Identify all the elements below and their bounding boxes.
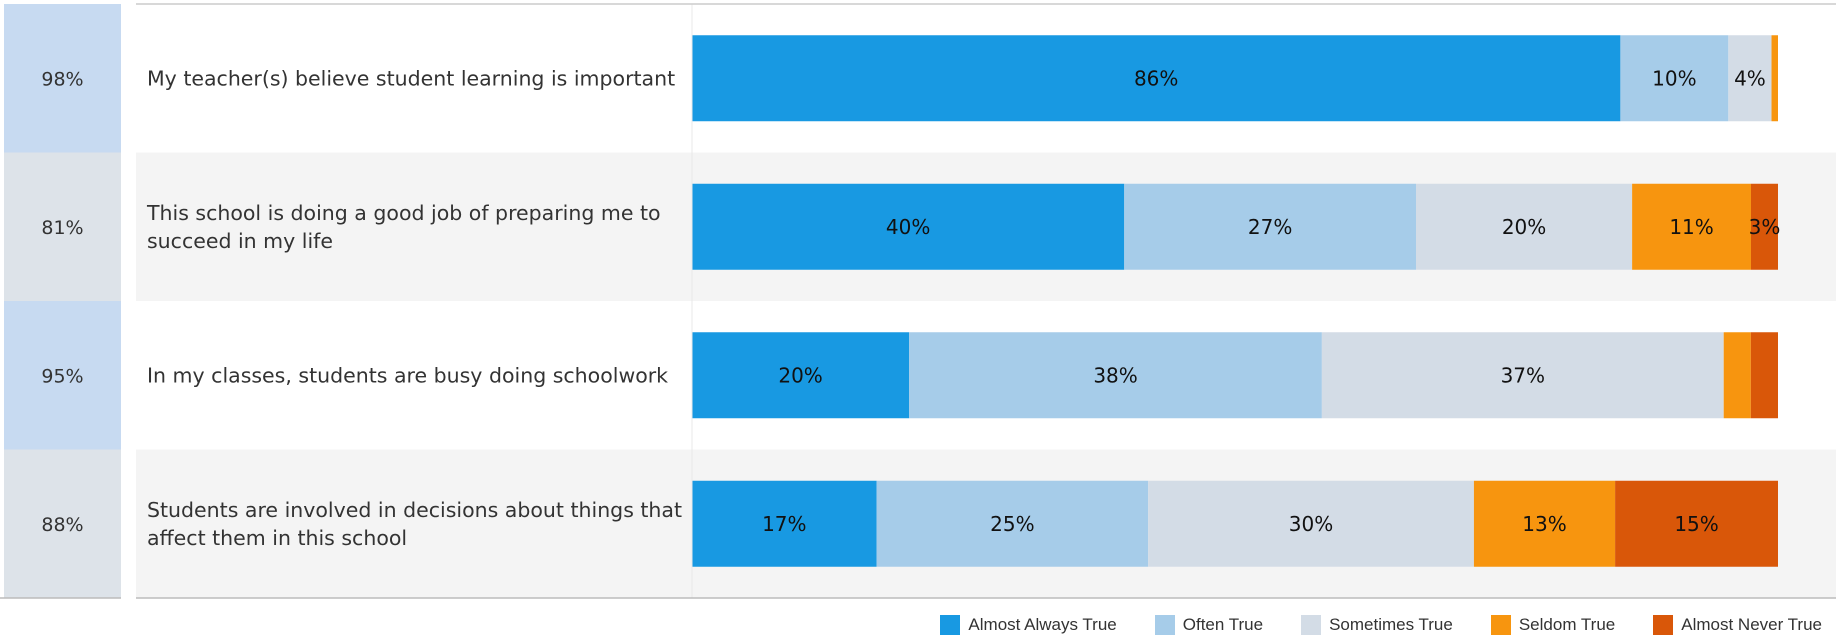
bar-segment (692, 35, 1621, 122)
legend-swatch (1301, 615, 1322, 635)
bar-segment (692, 480, 877, 567)
question-label: This school is doing a good job of prepa… (146, 201, 661, 253)
legend-item: Often True (1154, 615, 1264, 635)
bar-segment (1473, 480, 1616, 567)
bar-segment (1723, 332, 1751, 419)
legend-item: Almost Never True (1653, 615, 1822, 635)
legend-swatch (1490, 615, 1511, 635)
bar-segment (692, 332, 910, 419)
bar-segment (1321, 332, 1724, 419)
favorable-total: 95% (41, 365, 83, 387)
favorable-cell (4, 152, 121, 301)
bar-segment (876, 480, 1149, 567)
bar-segment (1416, 183, 1633, 270)
data-label: 17% (762, 512, 806, 536)
favorable-cell (4, 4, 121, 153)
data-label: 38% (1093, 363, 1137, 387)
question-label: Students are involved in decisions about… (147, 498, 682, 550)
legend-item: Seldom True (1490, 615, 1616, 635)
favorable-cell (4, 449, 121, 598)
bar-segment (1620, 35, 1729, 122)
bar-segment (1750, 183, 1778, 270)
legend-item: Sometimes True (1301, 615, 1453, 635)
data-label: 13% (1522, 512, 1566, 536)
legend-label: Almost Always True (968, 615, 1117, 634)
data-label: 20% (1502, 215, 1546, 239)
data-label: 27% (1248, 215, 1292, 239)
data-label: 11% (1669, 215, 1713, 239)
question-label: My teacher(s) believe student learning i… (147, 66, 675, 90)
bar-segment (692, 183, 1125, 270)
favorable-total: 88% (41, 514, 83, 536)
bar-segment (1632, 183, 1751, 270)
data-label: 10% (1652, 66, 1696, 90)
data-label: 4% (1734, 66, 1766, 90)
bar-segment (1124, 183, 1416, 270)
legend-item: Almost Always True (940, 615, 1117, 635)
data-label: 15% (1674, 512, 1718, 536)
favorable-total: 98% (41, 68, 83, 90)
legend-label: Often True (1182, 615, 1264, 634)
legend-label: Seldom True (1518, 615, 1616, 634)
legend-label: Almost Never True (1681, 615, 1822, 634)
chart-legend: Almost Always True Often True Sometimes Tr… (902, 615, 1822, 635)
data-label: 20% (778, 363, 822, 387)
legend-swatch (940, 615, 961, 635)
stacked-bar-chart: 98% My teacher(s) believe student learnin… (0, 3, 1836, 599)
legend-swatch (1154, 615, 1175, 635)
legend-swatch (1653, 615, 1674, 635)
favorable-cell (4, 301, 121, 450)
data-label: 25% (990, 512, 1034, 536)
data-label: 86% (1134, 66, 1178, 90)
data-label: 37% (1501, 363, 1545, 387)
data-label: 30% (1289, 512, 1333, 536)
bar-segment (1750, 332, 1778, 419)
legend-label: Sometimes True (1329, 615, 1453, 634)
data-label: 40% (886, 215, 930, 239)
favorable-total: 81% (41, 217, 83, 239)
data-label: 3% (1749, 215, 1781, 239)
bar-segment (909, 332, 1322, 419)
bar-segment (1148, 480, 1474, 567)
bar-segment (1771, 35, 1778, 122)
bar-segment (1728, 35, 1772, 122)
bar-segment (1615, 480, 1778, 567)
question-label: In my classes, students are busy doing s… (147, 363, 668, 387)
